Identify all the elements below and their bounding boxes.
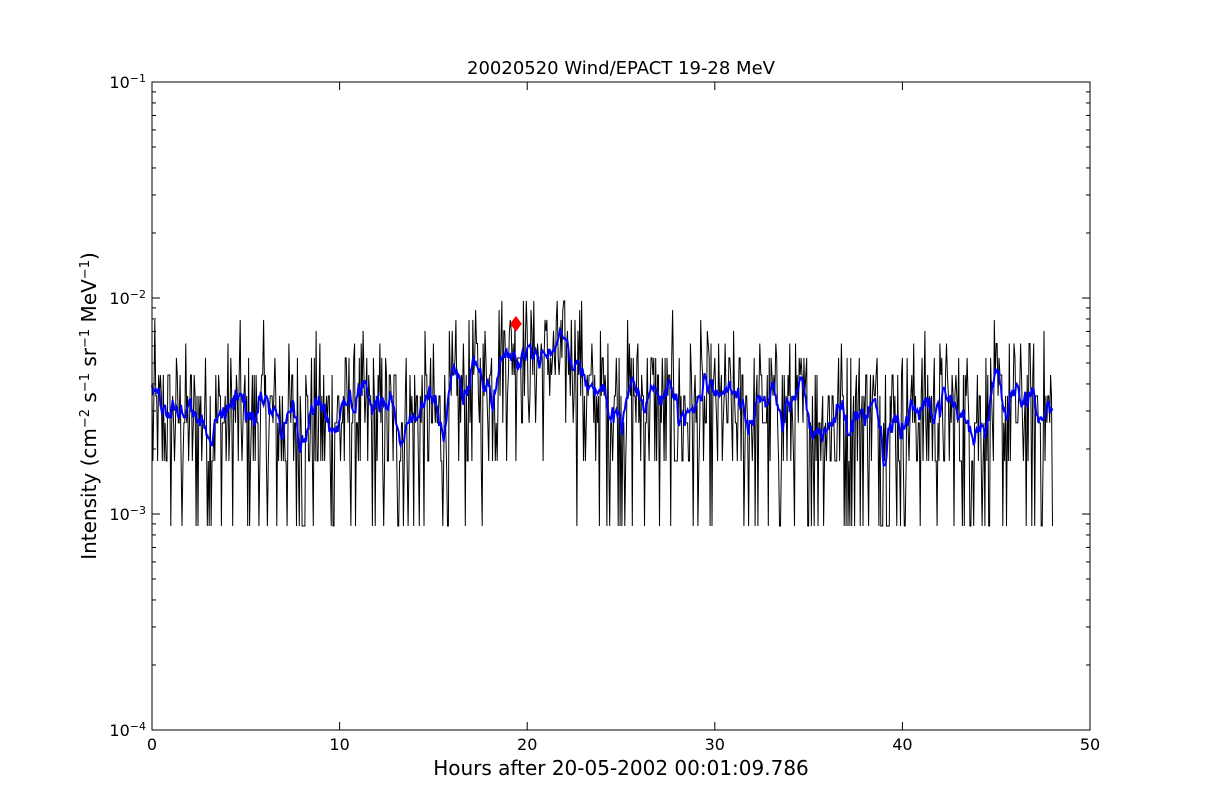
y-axis-title-part: ) xyxy=(77,252,101,260)
y-tick-label: 10−4 xyxy=(109,720,146,741)
y-axis-title-part: sr xyxy=(77,347,101,373)
y-axis-title-part: −1 xyxy=(78,329,93,348)
chart-title: 20020520 Wind/EPACT 19-28 MeV xyxy=(467,58,776,79)
raw-series-line xyxy=(151,300,1053,527)
y-tick-label: 10−3 xyxy=(109,504,146,525)
raw-series xyxy=(151,300,1053,527)
smoothed-series-line xyxy=(151,326,1054,467)
y-axis-title-part: Intensity (cm xyxy=(77,428,101,560)
x-tick-label: 20 xyxy=(517,735,537,754)
x-tick-label: 10 xyxy=(329,735,349,754)
x-tick-label: 0 xyxy=(147,735,157,754)
y-axis-title-part: −1 xyxy=(78,373,93,392)
y-axis-title-part: s xyxy=(77,392,101,409)
x-tick-label: 40 xyxy=(892,735,912,754)
x-tick-label: 30 xyxy=(705,735,725,754)
y-axis-title: Intensity (cm−2 s−1 sr−1 MeV−1) xyxy=(77,252,101,560)
peak-marker-layer xyxy=(510,315,522,332)
plot-border xyxy=(151,81,1091,731)
y-tick-label: 10−1 xyxy=(109,72,146,93)
smoothed-series xyxy=(151,326,1054,467)
peak-marker xyxy=(510,315,522,332)
y-axis-title-part: MeV xyxy=(77,279,101,329)
y-axis-title-part: −2 xyxy=(78,409,93,428)
x-tick-label: 50 xyxy=(1080,735,1100,754)
y-tick-label: 10−2 xyxy=(109,288,146,309)
x-axis-title: Hours after 20-05-2002 00:01:09.786 xyxy=(433,756,809,780)
y-axis-title-part: −1 xyxy=(78,260,93,279)
ticks: 0 10 20 30 40 50 10−4 10−3 10−2 10−1 xyxy=(109,72,1100,755)
